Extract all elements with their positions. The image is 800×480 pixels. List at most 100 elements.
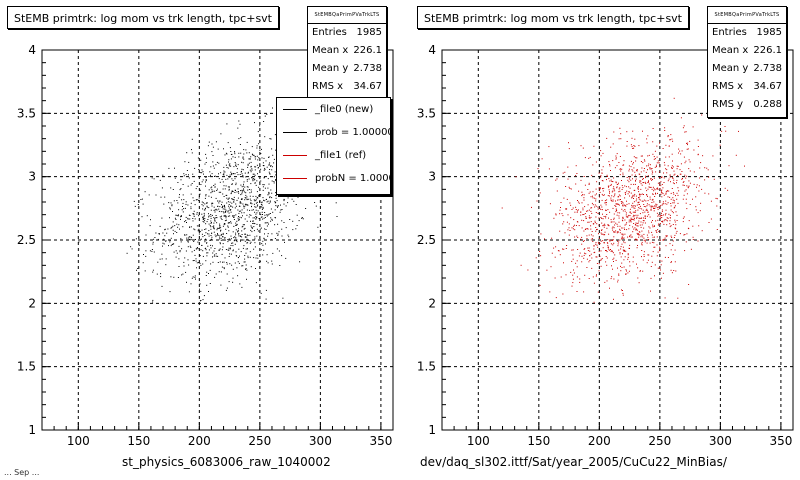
scatter-point (177, 202, 179, 204)
scatter-point (598, 242, 600, 244)
scatter-point (557, 250, 559, 252)
scatter-point (630, 221, 632, 223)
scatter-point (268, 171, 270, 173)
scatter-point (218, 249, 220, 251)
scatter-point (254, 158, 256, 160)
scatter-point (634, 193, 636, 195)
scatter-point (652, 226, 654, 228)
scatter-point (180, 215, 182, 217)
scatter-point (608, 189, 610, 191)
scatter-point (646, 234, 648, 236)
scatter-point (208, 233, 210, 235)
scatter-point (643, 237, 645, 239)
scatter-point (224, 211, 226, 213)
scatter-point (595, 200, 597, 202)
scatter-point (196, 199, 198, 200)
scatter-point (672, 160, 673, 162)
scatter-point (613, 257, 615, 259)
scatter-point (676, 230, 678, 232)
scatter-point (260, 227, 262, 229)
scatter-point (593, 252, 595, 254)
scatter-point (201, 181, 203, 183)
scatter-point (669, 223, 671, 225)
scatter-point (554, 277, 556, 279)
scatter-point (548, 146, 550, 148)
scatter-point (598, 237, 600, 239)
scatter-point (202, 205, 204, 207)
scatter-point (666, 203, 668, 205)
scatter-point (583, 240, 585, 242)
scatter-point (208, 176, 210, 177)
scatter-point (643, 256, 645, 257)
scatter-point (622, 187, 624, 189)
scatter-point (160, 273, 162, 275)
scatter-point (250, 165, 252, 167)
scatter-point (250, 183, 252, 185)
scatter-point (237, 127, 239, 129)
scatter-point (588, 234, 590, 236)
scatter-point (632, 178, 633, 180)
scatter-point (317, 226, 319, 228)
scatter-point (601, 229, 603, 231)
plot-title: StEMB primtrk: log mom vs trk length, tp… (7, 6, 279, 29)
scatter-point (274, 238, 276, 239)
scatter-point (614, 205, 616, 206)
scatter-point (205, 180, 207, 182)
scatter-point (218, 173, 219, 175)
scatter-point (258, 186, 260, 188)
scatter-point (579, 252, 581, 254)
scatter-point (261, 243, 263, 245)
scatter-point (680, 153, 682, 155)
scatter-point (626, 131, 628, 133)
scatter-point (664, 297, 666, 299)
scatter-point (160, 196, 162, 198)
scatter-point (666, 172, 668, 174)
scatter-point (227, 225, 229, 227)
scatter-point (270, 239, 272, 241)
scatter-point (184, 234, 186, 236)
scatter-point (227, 210, 229, 212)
scatter-point (149, 225, 151, 227)
scatter-point (627, 256, 629, 258)
scatter-point (647, 195, 648, 197)
scatter-point (701, 188, 703, 190)
scatter-point (208, 216, 210, 218)
scatter-point (659, 259, 661, 261)
scatter-point (665, 236, 667, 238)
scatter-point (204, 229, 206, 230)
scatter-point (165, 240, 167, 242)
scatter-point (601, 199, 603, 201)
scatter-point (636, 247, 638, 249)
scatter-point (135, 238, 137, 240)
scatter-point (249, 169, 251, 171)
scatter-point (612, 188, 614, 190)
scatter-point (677, 297, 679, 299)
scatter-point (226, 262, 228, 263)
scatter-point (662, 193, 664, 195)
scatter-point (582, 214, 584, 216)
scatter-point (661, 215, 663, 216)
scatter-point (242, 215, 243, 217)
scatter-point (645, 200, 647, 202)
scatter-point (654, 205, 655, 207)
scatter-point (628, 214, 630, 216)
scatter-point (622, 210, 624, 212)
scatter-point (673, 179, 675, 181)
scatter-point (676, 165, 678, 167)
scatter-point (596, 229, 597, 231)
scatter-point (576, 210, 578, 212)
scatter-point (219, 181, 221, 183)
scatter-point (214, 234, 216, 236)
scatter-point (184, 234, 186, 236)
scatter-point (618, 188, 620, 190)
scatter-point (246, 199, 248, 201)
scatter-point (601, 193, 603, 195)
scatter-point (222, 208, 224, 210)
x-tick-label: 200 (188, 434, 211, 448)
scatter-point (215, 253, 217, 255)
scatter-point (268, 193, 270, 195)
scatter-point (255, 200, 257, 202)
scatter-point (237, 230, 239, 231)
scatter-point (219, 206, 221, 208)
scatter-point (230, 192, 232, 194)
